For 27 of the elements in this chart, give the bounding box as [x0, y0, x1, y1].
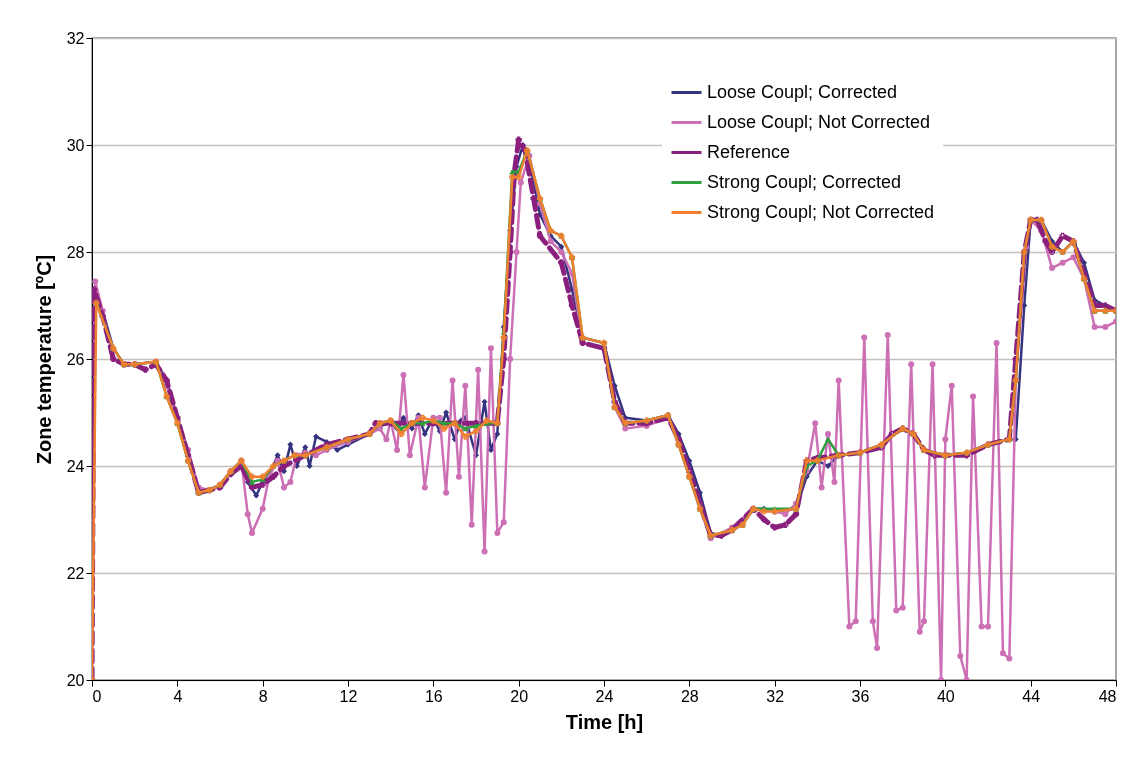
y-tick-label: 26 [66, 350, 85, 368]
y-tick-label: 20 [66, 671, 85, 689]
legend-label: Loose Coupl; Not Corrected [707, 111, 931, 132]
x-tick-label: 12 [339, 687, 358, 705]
y-axis-title: Zone temperature [ºC] [32, 254, 55, 465]
x-tick-label: 8 [258, 687, 268, 705]
y-tick-label: 30 [66, 136, 85, 154]
x-tick-label: 48 [1098, 687, 1117, 705]
y-tick-label: 28 [66, 243, 85, 261]
y-tick-label: 32 [66, 29, 85, 47]
x-tick-label: 20 [510, 687, 529, 705]
x-tick-label: 16 [424, 687, 443, 705]
x-tick-label: 24 [595, 687, 614, 705]
y-tick-label: 22 [66, 564, 85, 582]
y-tick-label: 24 [66, 457, 85, 475]
x-tick-label: 28 [680, 687, 699, 705]
legend-label: Strong Coupl; Corrected [707, 171, 902, 192]
x-axis-title: Time [h] [565, 710, 644, 733]
legend-label: Reference [707, 141, 791, 162]
legend-label: Strong Coupl; Not Corrected [707, 201, 935, 222]
x-tick-label: 36 [851, 687, 870, 705]
x-tick-label: 0 [92, 687, 102, 705]
legend-label: Loose Coupl; Corrected [707, 81, 898, 102]
x-tick-label: 40 [936, 687, 955, 705]
x-tick-label: 4 [173, 687, 183, 705]
x-tick-label: 32 [766, 687, 785, 705]
x-tick-label: 44 [1022, 687, 1041, 705]
